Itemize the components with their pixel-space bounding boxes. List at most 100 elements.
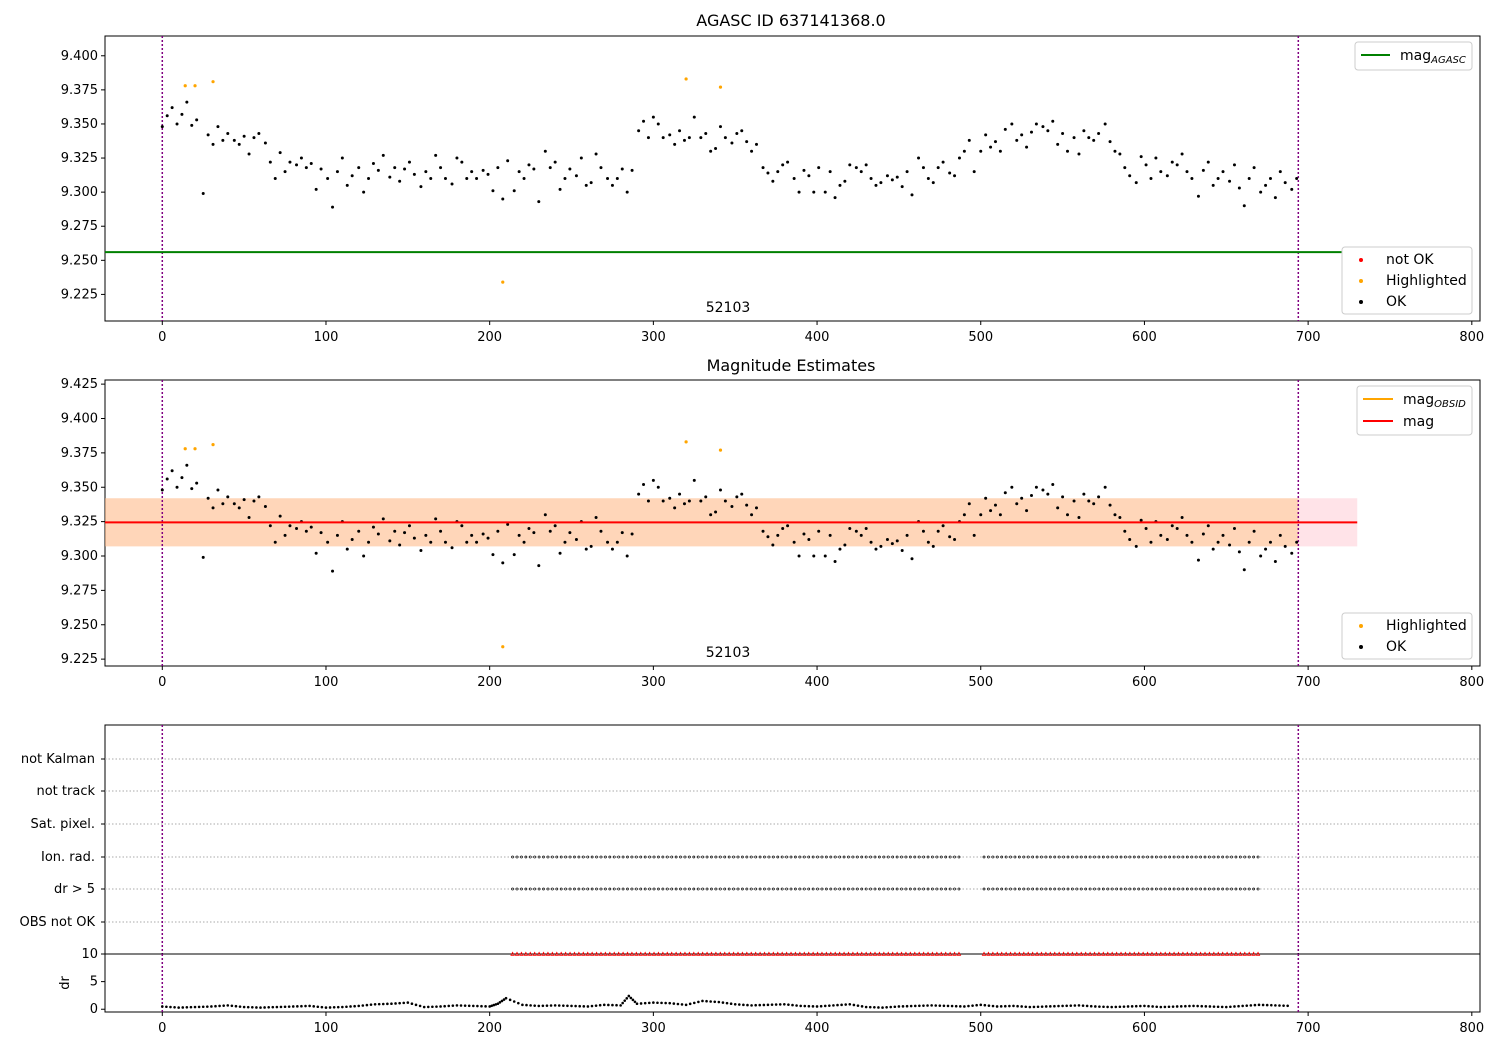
p2-ok-point — [1268, 540, 1272, 544]
flag-marker — [1168, 855, 1172, 859]
p1-ok-point — [548, 166, 552, 170]
dr-point — [1122, 1005, 1126, 1008]
flag-marker — [785, 887, 789, 891]
p1-ok-point — [501, 197, 505, 201]
flag-marker — [1132, 887, 1136, 891]
flag-marker — [550, 855, 554, 859]
dr-flag-marker — [981, 951, 987, 956]
flag-marker — [648, 887, 651, 891]
dr-flag-marker — [986, 951, 991, 956]
legend-highlighted-label: Highlighted — [1386, 273, 1467, 289]
p2-ok-point — [1259, 554, 1263, 558]
dr-point — [823, 1004, 827, 1008]
p2-highlighted-point — [183, 447, 187, 451]
p2-ok-point — [268, 524, 272, 528]
p2-ok-point — [905, 533, 909, 537]
p2-ok-point — [1087, 499, 1091, 503]
dr-point — [930, 1004, 933, 1007]
p2-ok-point — [682, 502, 686, 506]
dr-point — [459, 1004, 463, 1007]
p1-ytick-label: 9.300 — [61, 185, 98, 200]
p1-ok-point — [481, 168, 485, 172]
flag-marker — [732, 855, 735, 859]
p2-ok-point — [885, 538, 889, 541]
flag-marker — [1128, 887, 1132, 891]
flag-marker — [991, 887, 995, 891]
flag-marker — [1124, 887, 1127, 891]
p2-ok-point — [993, 503, 997, 507]
flag-marker — [944, 855, 948, 859]
dr-point — [635, 1002, 639, 1006]
flag-marker — [1004, 887, 1008, 891]
p1-ok-point — [1046, 129, 1050, 133]
flag-marker — [612, 887, 616, 891]
dr-point — [1253, 1003, 1257, 1007]
p1-ok-point — [517, 170, 521, 174]
p1-ok-point — [838, 183, 842, 187]
dr-point — [1130, 1005, 1134, 1008]
flag-marker — [714, 887, 718, 891]
dr-point — [341, 1005, 344, 1009]
p2-ok-point — [1149, 540, 1153, 544]
dr-point — [721, 1001, 725, 1004]
p2-ok-point — [594, 516, 598, 519]
p2-ok-point — [537, 564, 541, 568]
p1-ok-point — [376, 168, 380, 172]
p4-xtick-label: 700 — [1296, 1021, 1321, 1036]
dr-point — [922, 1004, 925, 1007]
dr-flag-marker — [1242, 951, 1248, 956]
p1-ok-point — [1232, 163, 1236, 167]
flag-marker — [524, 887, 528, 891]
p1-highlighted-point — [211, 80, 215, 84]
p2-ok-point — [195, 481, 199, 485]
p2-ok-point — [206, 496, 210, 500]
p1-ok-point — [1264, 183, 1268, 187]
flag-marker — [794, 855, 797, 859]
p2-ok-point — [247, 516, 251, 519]
p2-ok-point — [967, 502, 971, 506]
p1-ok-point — [242, 134, 246, 138]
dr-point — [881, 1006, 884, 1009]
dr-point — [439, 1005, 442, 1008]
p1-ok-point — [781, 163, 785, 167]
dr-flag-marker — [634, 951, 639, 956]
p1-ok-point — [252, 136, 256, 140]
flag-marker — [1243, 887, 1247, 891]
p1-ok-point — [475, 177, 479, 180]
dr-point — [999, 1005, 1003, 1008]
dr-point — [909, 1004, 913, 1008]
flag-marker — [612, 855, 616, 859]
dr-flag-marker — [1061, 951, 1066, 956]
flag-marker — [555, 887, 559, 891]
dr-point — [570, 1004, 573, 1008]
flag-marker — [542, 855, 545, 859]
dr-point — [1175, 1005, 1179, 1008]
p2-ok-point — [1170, 524, 1174, 528]
p1-ok-point — [1061, 132, 1065, 135]
dr-point — [480, 1004, 483, 1008]
p1-ok-point — [953, 174, 957, 178]
p2-xtick-label: 600 — [1132, 675, 1157, 690]
p1-ok-point — [180, 112, 184, 116]
dr-point — [1044, 1005, 1048, 1008]
flag-label: dr > 5 — [54, 882, 95, 897]
flag-marker — [776, 855, 780, 859]
p1-ok-point — [771, 179, 775, 183]
p1-ok-point — [232, 138, 236, 142]
dr-flag-marker — [603, 951, 608, 956]
flag-marker — [1208, 855, 1211, 859]
dr-flag-marker — [665, 951, 670, 956]
flag-marker — [1035, 887, 1039, 891]
flag-marker — [1230, 855, 1233, 859]
dr-flag-marker — [735, 951, 741, 956]
dr-point — [406, 1001, 410, 1004]
dr-point — [1073, 1004, 1077, 1007]
p1-ok-point — [668, 133, 672, 137]
dr-point — [447, 1004, 451, 1008]
p1-ok-point — [512, 189, 516, 193]
dr-point — [795, 1004, 798, 1007]
legend-not-ok-dot — [1359, 258, 1363, 262]
p1-ok-point — [295, 163, 299, 167]
dr-point — [201, 1005, 205, 1009]
p2-ok-point — [252, 499, 256, 503]
